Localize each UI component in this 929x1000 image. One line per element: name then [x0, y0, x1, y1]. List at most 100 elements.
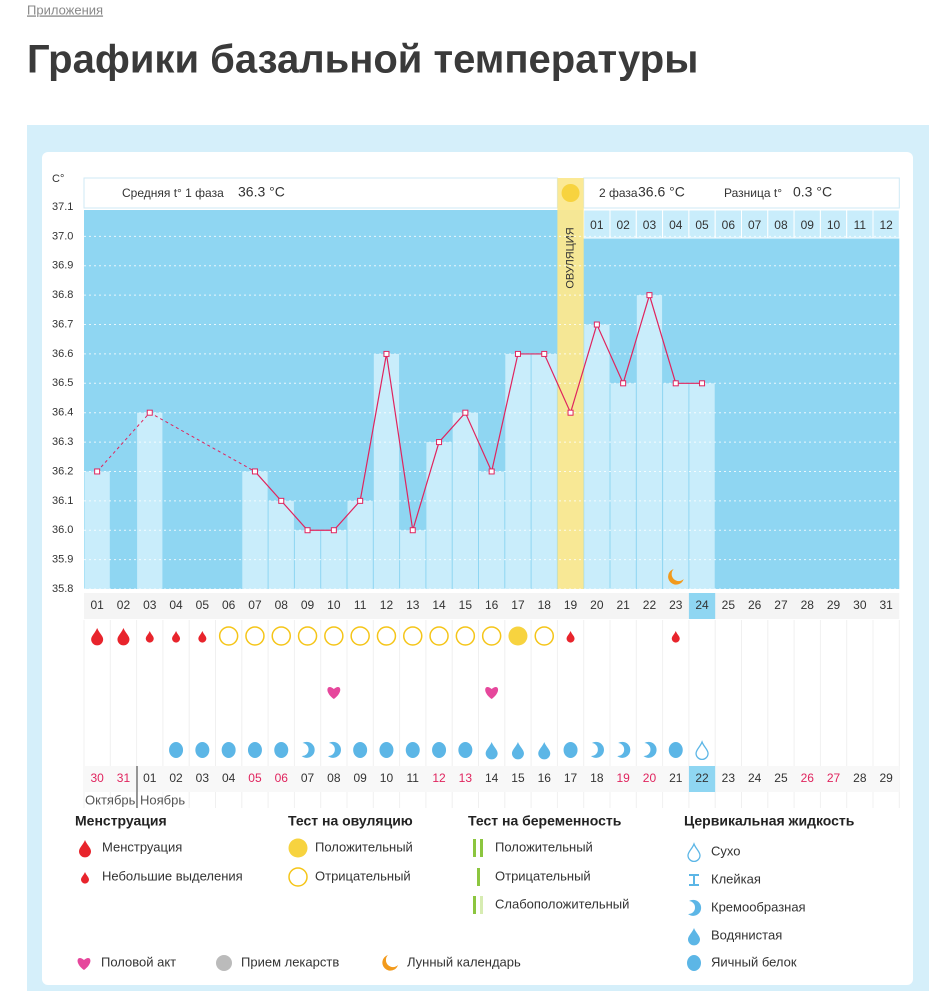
- date-label: 08: [327, 771, 341, 785]
- x-tick-label: 29: [827, 598, 841, 612]
- dry-icon: [695, 740, 709, 761]
- ovulation-test-negative: [324, 626, 344, 646]
- ovulation-test-negative: [297, 626, 318, 646]
- dpo-label: 10: [827, 218, 841, 232]
- date-label: 19: [616, 771, 630, 785]
- date-label: 29: [879, 771, 893, 785]
- ovulation-test-positive: [288, 838, 308, 858]
- legend-item: Водянистая: [711, 927, 782, 942]
- ovulation-test-negative: [403, 626, 423, 646]
- x-tick-label: 11: [354, 598, 367, 612]
- point: [357, 497, 364, 504]
- x-tick-label: 07: [248, 598, 262, 612]
- x-tick-label: 13: [406, 598, 420, 612]
- dpo-cell: [714, 209, 743, 239]
- egg-white-icon: [668, 742, 683, 758]
- y-tick-label: 36.4: [52, 407, 73, 419]
- watery-icon: [485, 742, 498, 760]
- dpo-cell: [583, 209, 611, 239]
- date-label: 23: [722, 771, 736, 785]
- spotting-icon: [198, 631, 207, 643]
- dpo-cell: [793, 209, 821, 239]
- test-bar: [473, 839, 476, 857]
- ovulation-test-negative: [245, 626, 265, 646]
- x-tick-label: 08: [275, 598, 289, 612]
- y-tick-label: 35.9: [52, 554, 73, 566]
- date-label: 09: [353, 771, 367, 785]
- x-tick-label: 23: [669, 598, 683, 612]
- test-bar: [473, 896, 476, 914]
- spotting-icon: [671, 631, 680, 643]
- creamy-icon: [590, 741, 604, 758]
- x-tick-label: 24: [695, 598, 709, 612]
- date-label: 27: [827, 771, 841, 785]
- bar: [426, 442, 452, 589]
- point: [409, 527, 416, 534]
- egg-white-icon: [274, 742, 289, 758]
- ovulation-test-negative: [481, 626, 502, 646]
- legend-item: Положительный: [315, 839, 413, 854]
- point: [304, 527, 311, 534]
- phase2-label: 2 фаза: [599, 186, 638, 200]
- point: [567, 409, 574, 416]
- point: [593, 321, 600, 328]
- x-tick-label: 15: [459, 598, 473, 612]
- date-label: 20: [643, 771, 657, 785]
- ovulation-test-positive: [508, 626, 528, 646]
- point: [646, 292, 653, 299]
- spotting-icon: [566, 631, 575, 643]
- legend-title: Цервикальная жидкость: [684, 813, 855, 829]
- legend-item: Небольшие выделения: [102, 868, 243, 883]
- bar: [610, 383, 636, 589]
- x-tick-label: 12: [380, 598, 394, 612]
- dpo-label: 05: [695, 218, 709, 232]
- egg-white-icon: [458, 742, 473, 758]
- legend-item: Слабоположительный: [495, 896, 629, 911]
- sticky-icon: [689, 874, 699, 886]
- month-label: Октябрь: [85, 792, 136, 807]
- dpo-cell: [819, 209, 848, 239]
- point: [699, 380, 706, 387]
- date-label: 17: [564, 771, 578, 785]
- legend-item: Отрицательный: [495, 868, 591, 883]
- watery-icon: [688, 928, 700, 946]
- date-row: [84, 766, 900, 792]
- dpo-cell: [767, 209, 795, 239]
- legend-item: Клейкая: [711, 871, 761, 886]
- x-tick-label: 18: [538, 598, 552, 612]
- legend-item: Яичный белок: [711, 954, 797, 969]
- dpo-cell: [688, 209, 716, 239]
- ovulation-test-negative: [534, 626, 554, 646]
- x-tick-label: 28: [801, 598, 815, 612]
- today-date-cell: [688, 766, 716, 792]
- breadcrumb[interactable]: Приложения: [27, 2, 103, 17]
- point: [672, 380, 679, 387]
- dpo-label: 09: [801, 218, 815, 232]
- point: [94, 468, 101, 475]
- x-tick-label: 09: [301, 598, 315, 612]
- y-tick-label: 36.8: [52, 289, 73, 301]
- heart-icon: [327, 687, 341, 699]
- point: [462, 409, 469, 416]
- bar: [584, 324, 610, 589]
- point: [488, 468, 495, 475]
- moon-icon: [668, 569, 684, 585]
- x-tick-label: 14: [432, 598, 446, 612]
- x-tick-label: 05: [196, 598, 210, 612]
- bar: [84, 471, 110, 589]
- bar: [689, 383, 715, 589]
- x-tick-label: 04: [169, 598, 183, 612]
- legend-item: Положительный: [495, 839, 593, 854]
- legend-title: Тест на овуляцию: [288, 813, 413, 829]
- ovulation-test-negative: [376, 626, 397, 646]
- point: [146, 409, 153, 416]
- spotting-icon: [145, 631, 154, 643]
- date-label: 07: [301, 771, 315, 785]
- point: [514, 350, 521, 357]
- egg-white-icon: [563, 742, 578, 758]
- date-label: 14: [485, 771, 499, 785]
- date-label: 15: [511, 771, 525, 785]
- y-tick-label: 36.2: [52, 465, 73, 477]
- dpo-label: 04: [669, 218, 683, 232]
- y-tick-label: 36.3: [52, 436, 73, 448]
